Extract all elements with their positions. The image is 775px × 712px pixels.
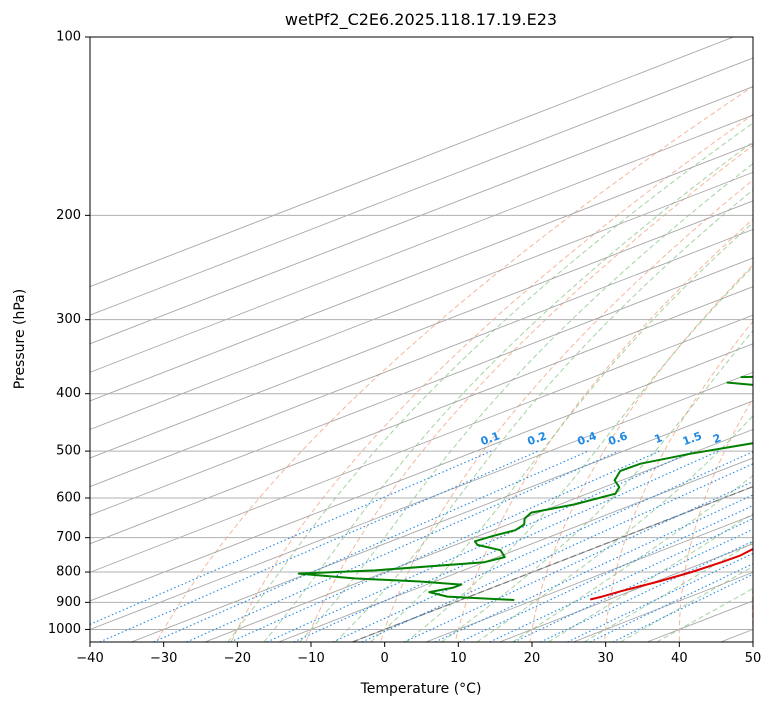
x-tick-label: 0 [381,651,389,666]
y-tick-label: 500 [56,444,81,459]
x-tick-label: −30 [150,651,177,666]
x-axis-label: Temperature (°C) [360,681,482,697]
y-tick-label: 700 [56,530,81,545]
x-tick-label: −20 [224,651,251,666]
y-tick-label: 200 [56,208,81,223]
y-tick-label: 300 [56,312,81,327]
x-tick-label: 50 [745,651,762,666]
y-tick-label: 800 [56,565,81,580]
x-tick-label: 10 [450,651,467,666]
y-tick-label: 600 [56,491,81,506]
x-tick-label: 20 [524,651,541,666]
x-tick-label: −40 [76,651,103,666]
y-tick-label: 400 [56,386,81,401]
y-tick-label: 100 [56,30,81,45]
x-tick-label: 40 [671,651,688,666]
y-tick-label: 1000 [48,622,81,637]
y-axis-label: Pressure (hPa) [12,289,28,389]
y-tick-label: 900 [56,595,81,610]
x-tick-label: 30 [597,651,614,666]
chart-title: wetPf2_C2E6.2025.118.17.19.E23 [285,10,557,30]
x-tick-label: −10 [297,651,324,666]
